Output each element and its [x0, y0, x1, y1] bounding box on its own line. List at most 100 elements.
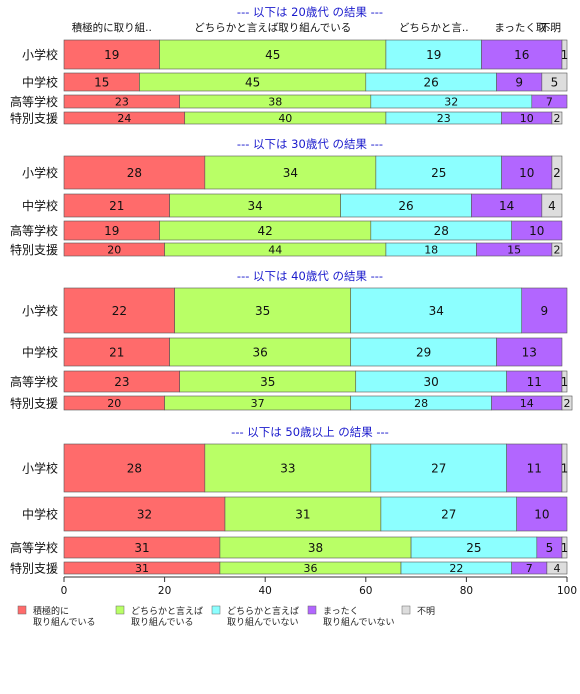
legend-label: どちらかと言えば取り組んでいない [227, 605, 299, 628]
data-label: 36 [303, 562, 317, 575]
data-label: 7 [546, 95, 553, 108]
bar-segment [521, 287, 568, 334]
bar-segment [63, 337, 170, 367]
category-label: 高等学校 [10, 94, 58, 109]
bar-segment [63, 496, 226, 532]
data-label: 4 [553, 562, 560, 575]
data-label: 32 [444, 95, 458, 108]
data-label: 34 [283, 166, 298, 180]
bar-segment [224, 496, 382, 532]
data-label: 30 [424, 375, 439, 389]
bar-segment [511, 220, 563, 241]
category-label: 特別支援 [10, 561, 58, 576]
data-label: 33 [280, 461, 295, 475]
data-label: 2 [564, 397, 571, 410]
data-label: 20 [107, 243, 121, 256]
bar-segment [204, 155, 377, 190]
data-label: 36 [253, 345, 268, 359]
header-label-3: まったく取.. [494, 22, 553, 34]
bar-segment [561, 443, 568, 493]
data-label: 34 [429, 304, 444, 318]
data-label: 5 [551, 75, 559, 89]
data-label: 10 [520, 112, 534, 125]
data-label: 5 [546, 541, 554, 555]
data-label: 32 [137, 507, 152, 521]
header-label-1: どちらかと言えば取り組んでいる [194, 21, 351, 34]
data-label: 35 [260, 375, 275, 389]
data-label: 9 [541, 304, 549, 318]
x-tick-label: 0 [61, 585, 68, 597]
data-label: 23 [114, 375, 129, 389]
category-label: 中学校 [22, 75, 58, 90]
bar-segment [159, 39, 387, 70]
legend-label: 積極的に取り組んでいる [33, 605, 96, 628]
data-label: 31 [135, 562, 149, 575]
panel-title-2: --- 以下は 40歳代 の結果 --- [237, 269, 383, 283]
data-label: 31 [134, 541, 149, 555]
legend-swatch [17, 605, 27, 615]
legend-label: まったく取り組んでいない [323, 606, 395, 628]
x-tick-label: 40 [259, 585, 272, 597]
bar-segment [501, 155, 553, 190]
data-label: 34 [247, 199, 262, 213]
bar-segment [551, 111, 563, 125]
header-label-2: どちらかと言.. [399, 21, 469, 34]
bar-segment [63, 155, 206, 190]
data-label: 28 [127, 461, 142, 475]
data-label: 26 [398, 199, 413, 213]
data-label: 20 [107, 397, 121, 410]
category-label: 小学校 [22, 303, 58, 318]
data-label: 21 [109, 345, 124, 359]
bar-segment [63, 287, 175, 334]
data-label: 42 [258, 224, 273, 238]
x-tick-label: 20 [158, 585, 171, 597]
x-tick-label: 100 [557, 585, 577, 597]
bar-segment [551, 242, 563, 257]
data-label: 7 [526, 562, 533, 575]
bar-segment [551, 155, 563, 190]
data-label: 45 [265, 48, 280, 62]
bar-segment [546, 561, 568, 575]
data-label: 10 [529, 224, 544, 238]
data-label: 23 [437, 112, 451, 125]
data-label: 15 [94, 75, 109, 89]
legend-label: 不明 [417, 606, 435, 617]
data-label: 38 [308, 541, 323, 555]
data-label: 14 [499, 199, 514, 213]
legend-swatch [211, 605, 221, 615]
bar-segment [496, 337, 563, 367]
bar-segment [541, 193, 563, 218]
legend-swatch [401, 605, 411, 615]
data-label: 40 [278, 112, 292, 125]
data-label: 28 [414, 397, 428, 410]
bar-segment [561, 536, 568, 559]
data-label: 19 [426, 48, 441, 62]
data-label: 2 [553, 243, 560, 256]
data-label: 1 [561, 375, 569, 389]
category-label: 小学校 [22, 461, 58, 476]
data-label: 9 [515, 75, 523, 89]
data-label: 22 [449, 562, 463, 575]
data-label: 19 [104, 48, 119, 62]
data-label: 38 [268, 95, 282, 108]
data-label: 25 [466, 541, 481, 555]
data-label: 11 [527, 461, 542, 475]
data-label: 11 [527, 375, 542, 389]
x-tick-label: 80 [460, 585, 473, 597]
data-label: 24 [117, 112, 131, 125]
data-label: 1 [561, 541, 569, 555]
category-label: 特別支援 [10, 242, 58, 257]
bar-segment [350, 337, 497, 367]
bar-segment [516, 496, 568, 532]
data-label: 27 [431, 461, 446, 475]
data-label: 10 [534, 507, 549, 521]
data-label: 28 [434, 224, 449, 238]
data-label: 27 [441, 507, 456, 521]
bar-segment [174, 287, 352, 334]
legend-swatch [307, 605, 317, 615]
category-label: 中学校 [22, 198, 58, 213]
data-label: 1 [561, 48, 569, 62]
category-label: 小学校 [22, 47, 58, 62]
data-label: 18 [424, 243, 438, 256]
